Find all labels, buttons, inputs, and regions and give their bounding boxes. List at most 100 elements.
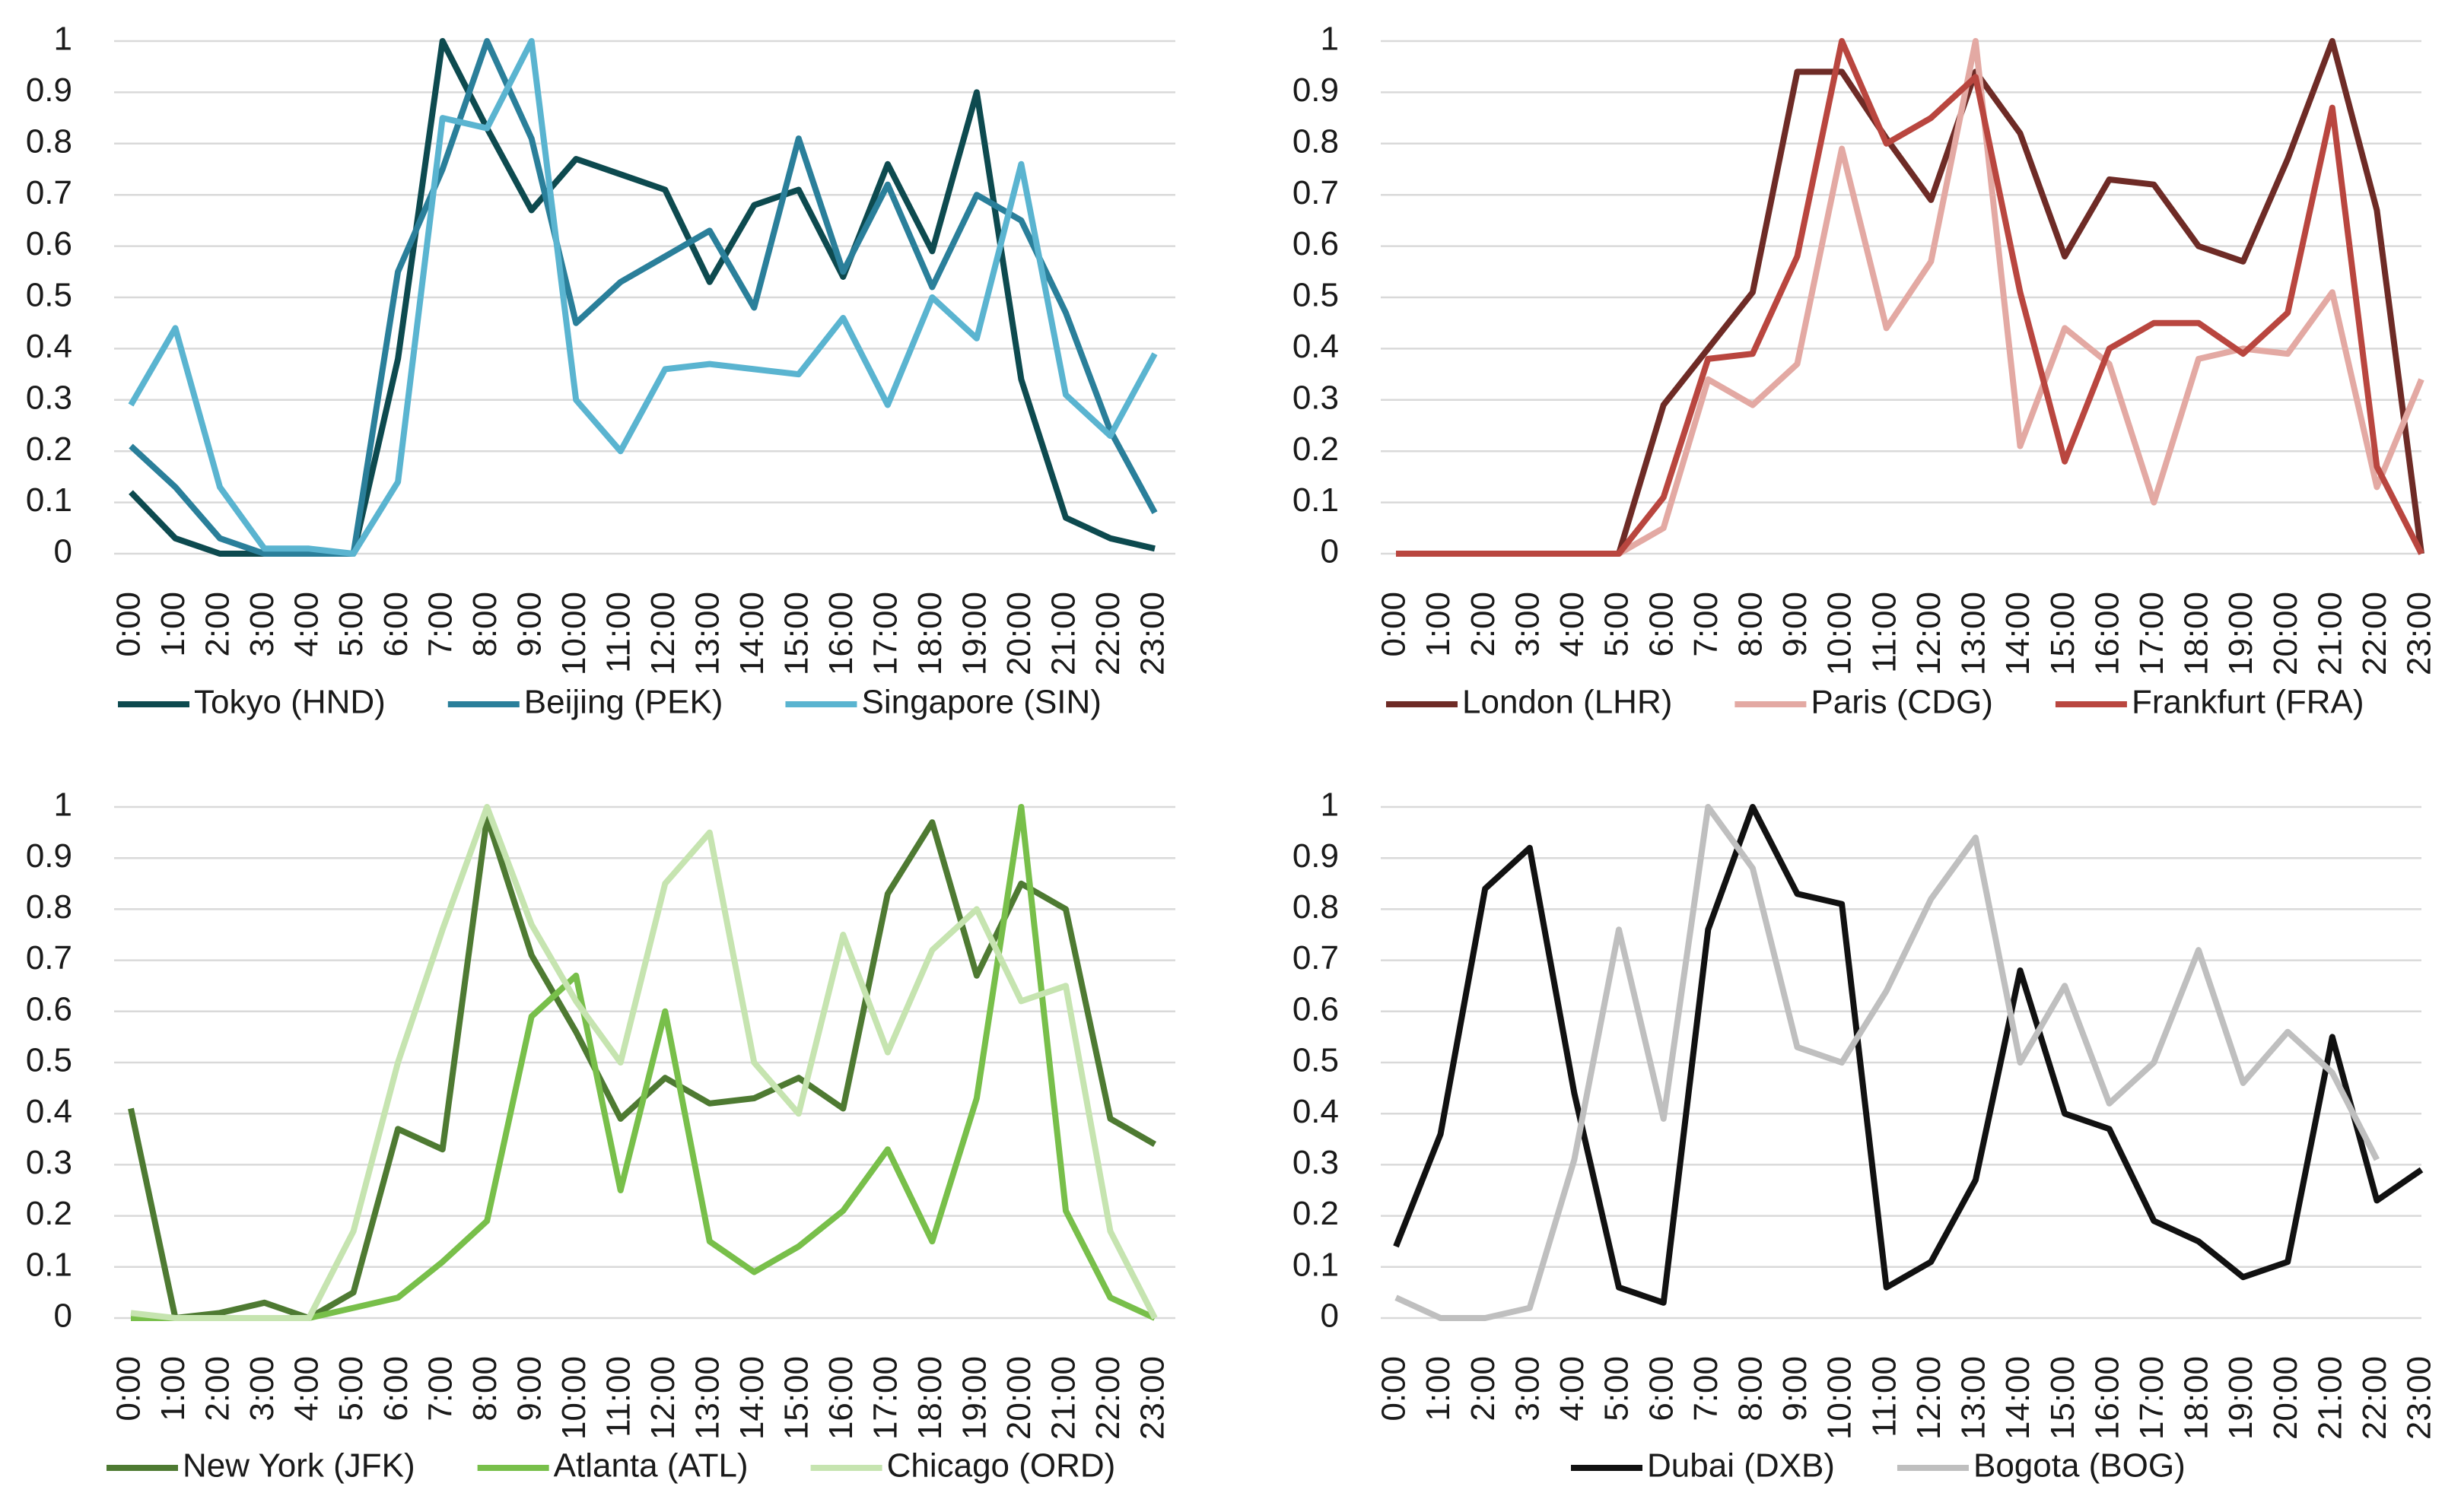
- x-tick-label: 23:00: [2401, 1356, 2438, 1440]
- x-tick-label: 14:00: [1999, 1356, 2037, 1440]
- legend-label: Tokyo (HND): [194, 684, 386, 721]
- y-tick-label: 0.6: [26, 225, 72, 262]
- y-tick-label: 0.8: [26, 122, 72, 160]
- y-tick-label: 0.8: [26, 888, 72, 926]
- x-tick-label: 21:00: [1045, 1356, 1083, 1440]
- x-tick-label: 12:00: [644, 592, 682, 675]
- x-tick-label: 11:00: [599, 1356, 637, 1437]
- x-tick-label: 1:00: [154, 592, 192, 657]
- x-tick-label: 13:00: [1955, 592, 1992, 675]
- x-tick-label: 4:00: [288, 1356, 326, 1421]
- x-tick-label: 6:00: [1642, 1356, 1680, 1421]
- y-tick-label: 0.2: [1293, 430, 1339, 468]
- series-line: [1394, 804, 2380, 1321]
- y-tick-label: 0.1: [1293, 1246, 1339, 1283]
- x-tick-label: 4:00: [1553, 592, 1591, 657]
- x-tick-label: 10:00: [1821, 1356, 1858, 1440]
- legend-label: Frankfurt (FRA): [2132, 684, 2364, 721]
- x-tick-label: 14:00: [1999, 592, 2037, 675]
- y-tick-label: 0.1: [26, 481, 72, 519]
- y-tick-label: 0.8: [1293, 888, 1339, 926]
- y-tick-label: 0.2: [26, 430, 72, 468]
- x-tick-label: 19:00: [2222, 1356, 2259, 1440]
- y-tick-label: 0.6: [26, 990, 72, 1028]
- x-tick-label: 14:00: [733, 592, 771, 675]
- y-tick-label: 0.9: [26, 71, 72, 109]
- x-tick-label: 9:00: [1776, 1356, 1814, 1421]
- x-tick-label: 11:00: [1865, 592, 1903, 673]
- x-tick-label: 20:00: [2267, 592, 2304, 675]
- x-tick-label: 9:00: [510, 592, 548, 657]
- panel: 00.10.20.30.40.50.60.70.80.910:00 1:00 2:0…: [26, 786, 1175, 1485]
- x-tick-label: 19:00: [956, 1356, 994, 1440]
- x-tick-label: 16:00: [822, 1356, 860, 1440]
- x-tick-label: 0:00: [1375, 1356, 1413, 1421]
- x-tick-label: 11:00: [1865, 1356, 1903, 1437]
- x-tick-label: 10:00: [555, 1356, 593, 1440]
- x-tick-label: 20:00: [2267, 1356, 2304, 1440]
- x-tick-label: 22:00: [2356, 1356, 2393, 1440]
- x-tick-label: 7:00: [1687, 592, 1725, 657]
- x-tick-label: 3:00: [1509, 592, 1546, 657]
- y-tick-label: 0: [54, 1298, 72, 1335]
- x-tick-label: 2:00: [1464, 592, 1502, 657]
- legend-label: Paris (CDG): [1811, 684, 1993, 721]
- x-tick-label: 6:00: [377, 592, 415, 657]
- x-tick-label: 9:00: [510, 1356, 548, 1421]
- legend-label: Chicago (ORD): [887, 1447, 1116, 1485]
- x-tick-label: 16:00: [822, 592, 860, 675]
- x-tick-label: 10:00: [1821, 592, 1858, 675]
- panel: 00.10.20.30.40.50.60.70.80.910:00 1:00 2:0…: [26, 21, 1175, 721]
- x-tick-label: 1:00: [1420, 592, 1457, 657]
- x-tick-label: 12:00: [1910, 1356, 1947, 1440]
- y-tick-label: 0.5: [1293, 1042, 1339, 1079]
- y-tick-label: 0.7: [1293, 939, 1339, 977]
- series-line: [128, 814, 1156, 1321]
- x-tick-label: 9:00: [1776, 592, 1814, 657]
- x-tick-label: 3:00: [243, 592, 281, 657]
- x-tick-label: 4:00: [1553, 1356, 1591, 1421]
- y-tick-label: 0.6: [1293, 990, 1339, 1028]
- x-tick-label: 22:00: [1089, 592, 1127, 675]
- y-tick-label: 0.4: [26, 1093, 72, 1130]
- legend-label: Singapore (SIN): [861, 684, 1101, 721]
- legend-label: London (LHR): [1462, 684, 1672, 721]
- x-tick-label: 12:00: [1910, 592, 1947, 675]
- x-tick-label: 18:00: [911, 592, 949, 675]
- x-tick-label: 5:00: [1598, 1356, 1636, 1421]
- x-tick-label: 8:00: [1731, 592, 1769, 657]
- y-tick-label: 0.1: [26, 1246, 72, 1283]
- x-tick-label: 6:00: [377, 1356, 415, 1421]
- y-tick-label: 0.3: [1293, 379, 1339, 416]
- x-tick-label: 18:00: [911, 1356, 949, 1440]
- legend-label: Beijing (PEK): [524, 684, 723, 721]
- panel: 00.10.20.30.40.50.60.70.80.910:00 1:00 2:0…: [1293, 786, 2438, 1485]
- x-tick-label: 1:00: [1420, 1356, 1457, 1421]
- x-tick-label: 17:00: [866, 592, 904, 675]
- y-tick-label: 0.3: [26, 379, 72, 416]
- x-tick-label: 7:00: [1687, 1356, 1725, 1421]
- x-tick-label: 2:00: [1464, 1356, 1502, 1421]
- x-tick-label: 18:00: [2178, 1356, 2215, 1440]
- x-tick-label: 19:00: [956, 592, 994, 675]
- x-tick-label: 18:00: [2178, 592, 2215, 675]
- y-tick-label: 0.2: [1293, 1195, 1339, 1232]
- legend-label: New York (JFK): [183, 1447, 415, 1485]
- x-tick-label: 23:00: [2401, 592, 2438, 675]
- y-tick-label: 0.9: [26, 837, 72, 875]
- x-tick-label: 2:00: [199, 1356, 237, 1421]
- x-tick-label: 17:00: [866, 1356, 904, 1440]
- y-tick-label: 0.6: [1293, 225, 1339, 262]
- x-tick-label: 11:00: [599, 592, 637, 673]
- series-line: [129, 38, 1158, 557]
- x-tick-label: 7:00: [421, 1356, 459, 1421]
- x-tick-label: 8:00: [466, 592, 504, 657]
- x-tick-label: 3:00: [243, 1356, 281, 1421]
- x-tick-label: 17:00: [2133, 1356, 2170, 1440]
- x-tick-label: 13:00: [688, 592, 726, 675]
- x-tick-label: 2:00: [199, 592, 237, 657]
- x-tick-label: 0:00: [1375, 592, 1413, 657]
- x-tick-label: 15:00: [2044, 592, 2081, 675]
